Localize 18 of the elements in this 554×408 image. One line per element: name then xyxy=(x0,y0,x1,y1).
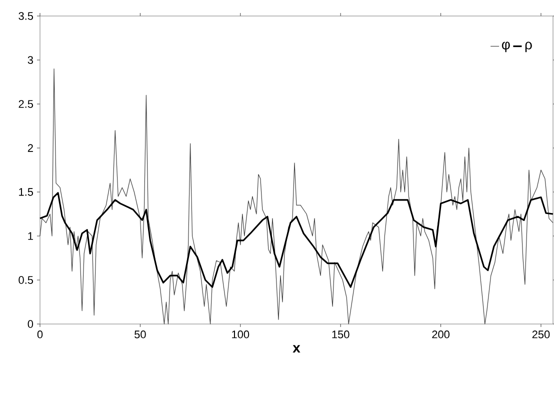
y-tick-label: 2 xyxy=(28,144,33,152)
line-series xyxy=(39,192,554,288)
y-tick-label: 2.5 xyxy=(18,100,34,108)
x-tick-label: 100 xyxy=(232,330,250,338)
y-tick-label: 3.5 xyxy=(18,12,34,20)
x-axis-title: x xyxy=(292,345,300,352)
legend-label: ρ xyxy=(525,42,532,52)
x-tick-label: 0 xyxy=(37,330,43,338)
legend-label: φ xyxy=(502,42,510,52)
x-tick-label: 150 xyxy=(332,330,350,338)
y-tick-label: 1.5 xyxy=(19,188,34,196)
y-tick-label: 3 xyxy=(28,56,33,64)
x-tick-label: 250 xyxy=(532,330,550,338)
y-tick-label: 1 xyxy=(28,232,33,240)
y-tick-label: 0 xyxy=(28,320,34,328)
y-tick-label: 0.5 xyxy=(18,276,34,284)
x-tick-label: 50 xyxy=(134,330,146,338)
x-tick-label: 200 xyxy=(432,330,450,338)
